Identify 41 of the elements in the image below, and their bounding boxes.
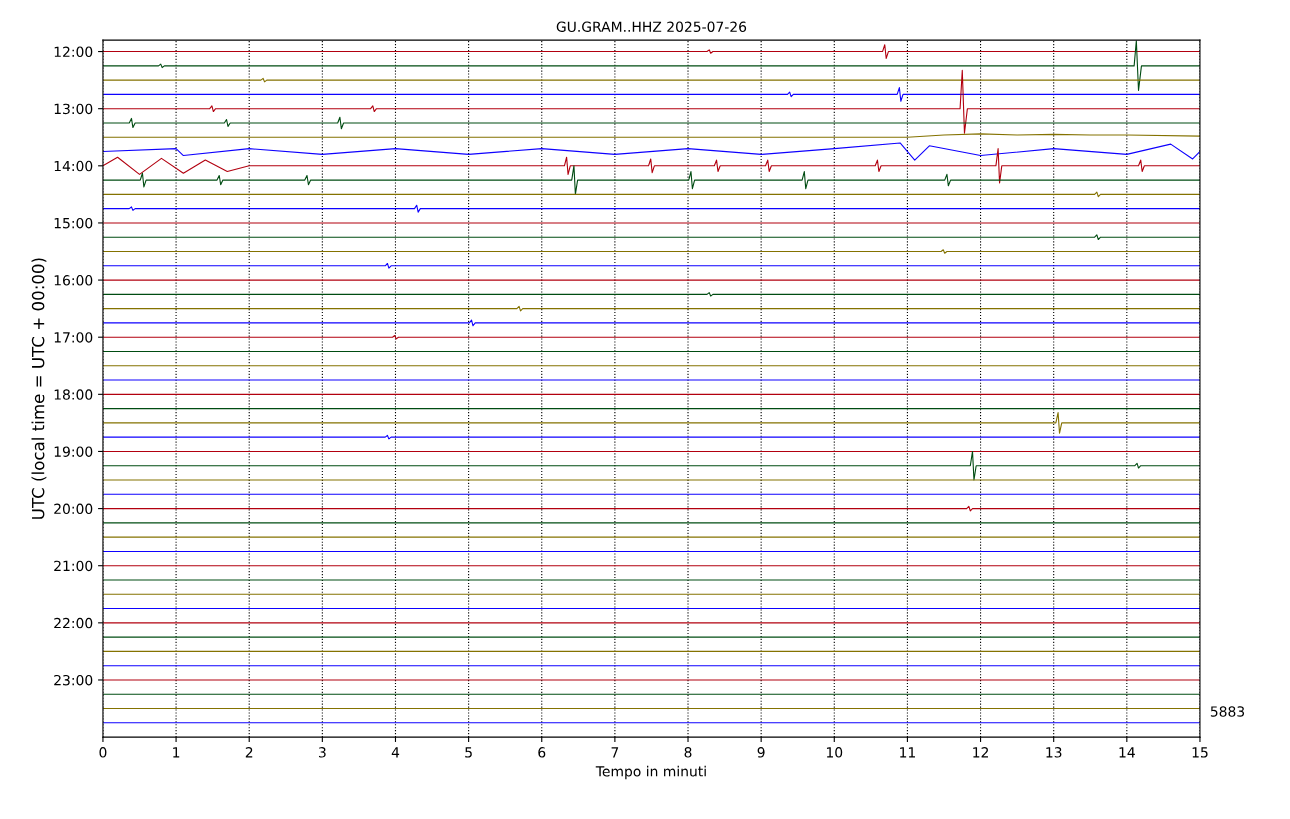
line-series [102,86,1200,102]
line-series [102,450,1200,481]
x-tick-label: 1 [173,747,180,758]
x-tick-label: 14 [1119,747,1135,758]
x-tick-label: 3 [318,747,326,758]
y-axis-title: UTC (local time = UTC + 00:00) [31,258,47,519]
y-tick-label: 13:00 [54,103,93,115]
line-series [102,116,1200,130]
x-tick-label: 13 [1046,747,1062,758]
x-tick-label: 5 [465,747,472,758]
y-tick-label: 15:00 [54,217,93,229]
y-tick-label: 19:00 [54,446,93,457]
x-tick-label: 9 [757,747,765,758]
y-tick-label: 17:00 [54,332,93,343]
y-tick-label: 18:00 [54,389,93,400]
x-tick-label: 0 [99,747,107,758]
y-tick-label: 21:00 [54,560,93,572]
line-series [102,69,1200,134]
x-tick-label: 6 [538,747,546,758]
x-tick-label: 2 [245,747,253,758]
line-series [102,142,1200,161]
chart-title: GU.GRAM..HHZ 2025-07-26 [556,21,747,32]
x-tick-label: 4 [391,747,400,758]
y-tick-label: 12:00 [54,46,93,58]
x-tick-label: 11 [900,747,915,758]
x-tick-label: 7 [611,747,619,758]
y-tick-label: 20:00 [54,503,93,515]
x-tick-label: 8 [684,747,692,758]
line-series [102,165,1200,195]
y-tick-label: 14:00 [54,160,93,172]
line-series [102,44,1200,59]
y-tick-label: 23:00 [54,674,93,686]
line-series [102,148,1200,184]
y-tick-label: 22:00 [54,617,93,629]
x-tick-label: 10 [826,747,843,758]
x-tick-label: 12 [973,747,988,758]
text: 5883 [1210,706,1245,717]
line-series [102,204,1200,213]
x-axis-title: Tempo in minuti [595,765,706,780]
y-tick-label: 16:00 [54,275,93,286]
x-tick-label: 15 [1192,747,1208,758]
